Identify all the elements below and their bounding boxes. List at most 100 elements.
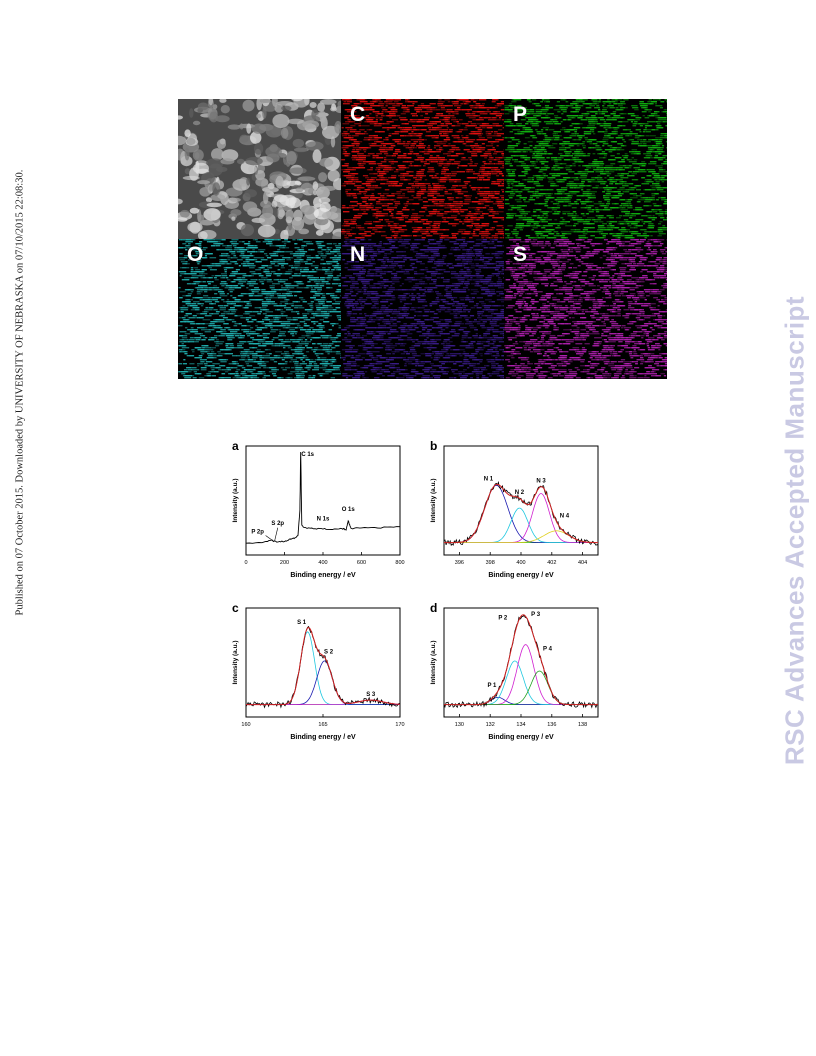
map-signal [337, 255, 341, 257]
map-signal [596, 105, 600, 107]
map-signal [179, 267, 187, 269]
publication-note: Published on 07 October 2015. Downloaded… [14, 169, 26, 616]
map-signal [235, 279, 242, 281]
map-signal [655, 141, 662, 143]
map-signal [553, 165, 560, 167]
map-signal [269, 285, 275, 287]
map-signal [362, 133, 369, 135]
map-signal [621, 227, 626, 229]
map-signal [472, 111, 480, 113]
map-signal [243, 265, 250, 267]
map-signal [372, 155, 379, 157]
map-signal [344, 133, 350, 135]
map-signal [644, 117, 650, 119]
map-signal [510, 107, 516, 109]
map-signal [225, 319, 228, 321]
map-signal [240, 317, 247, 319]
map-signal [343, 149, 346, 151]
map-signal [269, 253, 276, 255]
map-signal [192, 249, 198, 251]
map-signal [391, 161, 398, 163]
map-signal [326, 293, 335, 295]
map-signal [665, 125, 667, 127]
map-signal [438, 165, 442, 167]
map-signal [413, 235, 417, 237]
map-signal [496, 125, 503, 127]
sem-particle [265, 125, 283, 138]
map-signal [537, 121, 542, 123]
map-signal [446, 221, 449, 223]
map-signal [483, 179, 490, 181]
map-signal [463, 99, 469, 101]
map-signal [466, 103, 469, 105]
map-signal [246, 283, 251, 285]
map-signal [651, 173, 658, 175]
map-signal [404, 235, 413, 237]
map-signal [378, 103, 385, 105]
map-signal [566, 185, 571, 187]
map-signal [373, 173, 378, 175]
map-signal [608, 133, 614, 135]
map-signal [464, 181, 470, 183]
map-signal [508, 237, 514, 239]
map-signal [227, 257, 233, 259]
map-signal [368, 169, 373, 171]
map-signal [613, 191, 621, 193]
map-signal [556, 199, 564, 201]
map-signal [411, 227, 417, 229]
map-signal [219, 315, 226, 317]
map-signal [624, 235, 633, 237]
map-signal [643, 235, 650, 237]
map-signal [555, 159, 562, 161]
map-signal [184, 315, 189, 317]
map-signal [551, 233, 555, 235]
sem-particle [227, 124, 241, 130]
map-signal [294, 305, 303, 307]
map-signal [198, 317, 203, 319]
map-signal [506, 217, 514, 219]
map-signal [580, 161, 584, 163]
map-signal [489, 161, 492, 163]
sem-particle [236, 158, 245, 165]
map-signal [269, 297, 273, 299]
sem-particle [262, 186, 279, 193]
map-signal [276, 315, 283, 317]
map-signal [405, 99, 409, 101]
map-signal [347, 225, 350, 227]
map-signal [609, 207, 615, 209]
map-signal [592, 117, 598, 119]
map-signal [397, 195, 406, 197]
map-signal [553, 211, 557, 213]
map-signal [430, 109, 435, 111]
map-signal [486, 201, 494, 203]
map-signal [369, 199, 375, 201]
map-signal [325, 283, 331, 285]
map-signal [487, 137, 492, 139]
map-signal [322, 295, 326, 297]
map-signal [544, 137, 551, 139]
map-signal [194, 281, 200, 283]
map-signal [513, 229, 517, 231]
map-signal [421, 207, 427, 209]
map-signal [424, 149, 430, 151]
map-signal [642, 197, 648, 199]
map-signal [254, 261, 260, 263]
map-signal [210, 245, 216, 247]
map-signal [324, 317, 328, 319]
map-signal [545, 137, 553, 139]
map-signal [195, 271, 204, 273]
map-signal [569, 165, 573, 167]
map-signal [524, 137, 530, 139]
map-signal [376, 211, 382, 213]
map-signal [648, 99, 652, 101]
map-signal [365, 203, 369, 205]
map-signal [197, 263, 200, 265]
map-signal [597, 175, 601, 177]
map-signal [383, 139, 387, 141]
map-signal [341, 207, 345, 209]
map-signal [665, 209, 667, 211]
map-signal [566, 205, 571, 207]
map-signal [379, 197, 387, 199]
map-signal [426, 147, 431, 149]
map-signal [636, 195, 642, 197]
